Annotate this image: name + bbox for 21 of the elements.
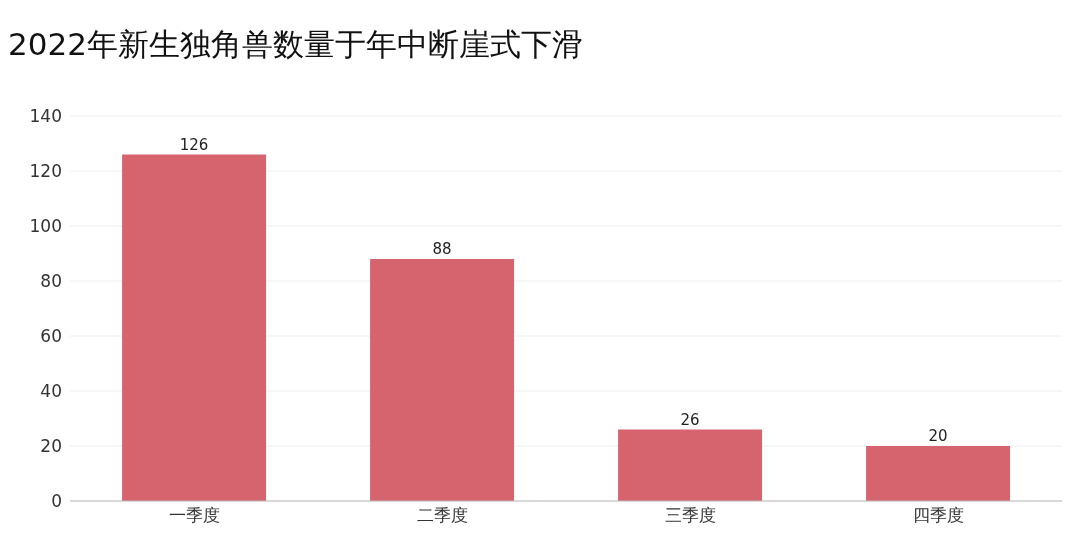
data-label: 126 — [179, 135, 209, 154]
x-tick-label: 一季度 — [168, 505, 220, 526]
y-tick-label: 100 — [29, 216, 62, 237]
y-tick-label: 120 — [29, 161, 62, 182]
data-label: 88 — [432, 240, 452, 258]
y-tick-label: 140 — [29, 106, 62, 127]
data-label: 26 — [680, 410, 700, 429]
x-tick-label: 三季度 — [664, 505, 716, 526]
bar — [866, 446, 1011, 501]
bar — [618, 429, 763, 501]
y-tick-label: 20 — [40, 436, 62, 457]
x-tick-label: 四季度 — [912, 505, 964, 526]
data-label: 20 — [928, 427, 948, 445]
y-tick-label: 80 — [40, 271, 62, 292]
y-tick-label: 0 — [51, 491, 62, 512]
x-tick-label: 二季度 — [416, 505, 468, 526]
y-tick-label: 60 — [40, 326, 62, 347]
chart-title: 2022年新生独角兽数量于年中断崖式下滑 — [8, 25, 584, 64]
y-tick-label: 40 — [40, 381, 62, 402]
bar — [370, 259, 515, 501]
bar — [122, 154, 267, 501]
